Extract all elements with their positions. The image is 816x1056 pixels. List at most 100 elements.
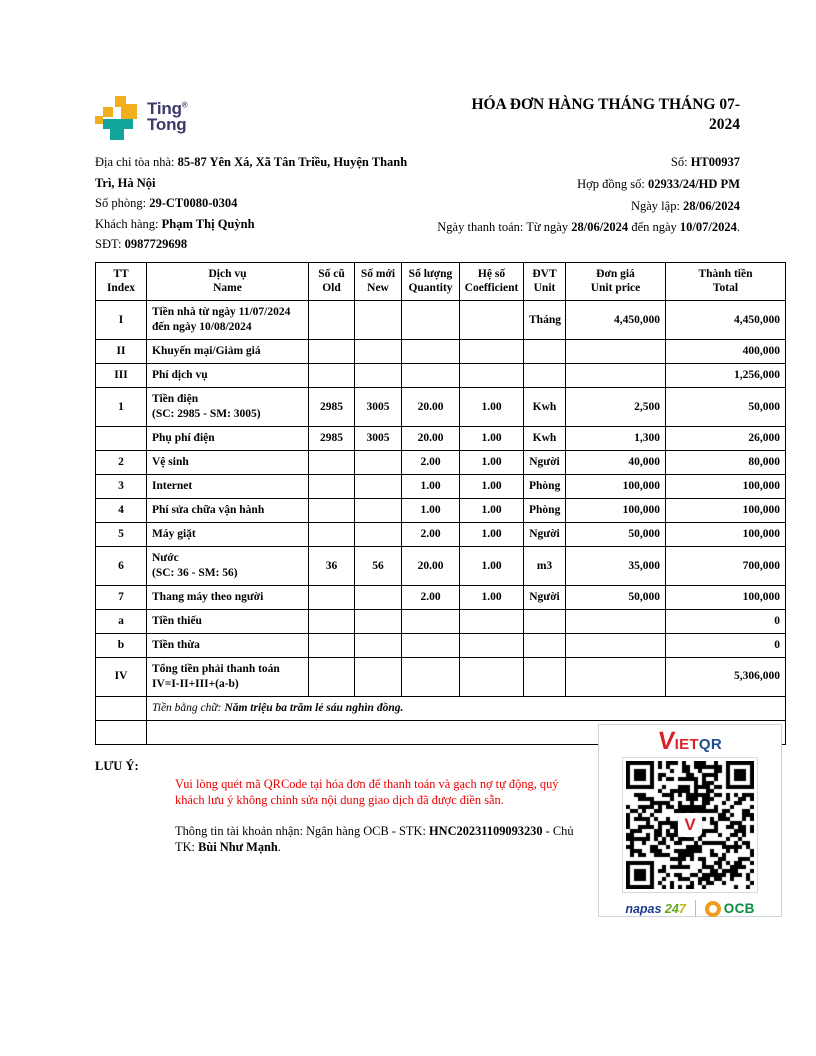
cell-name: Phụ phí điện: [146, 426, 309, 452]
cell-index: 2: [95, 450, 147, 476]
cell-quantity: [401, 609, 460, 634]
cell-coefficient: 1.00: [459, 498, 524, 524]
address-value: 85-87 Yên Xá, Xã Tân Triều, Huyện Thanh …: [95, 155, 408, 190]
cell-quantity: 1.00: [401, 498, 460, 524]
table-row: 6 Nước (SC: 36 - SM: 56) 36 56 20.00 1.00…: [95, 546, 786, 586]
qr-code: V: [622, 756, 758, 893]
payment-from: 28/06/2024: [571, 220, 629, 235]
cell-new: [354, 633, 402, 658]
table-row: Phụ phí điện 2985 3005 20.00 1.00 Kwh 1,…: [95, 426, 786, 452]
cell-coefficient: 1.00: [459, 426, 524, 452]
cell-total: 80,000: [665, 450, 786, 476]
cell-unit: Phòng: [523, 498, 566, 524]
cell-index: 3: [95, 474, 147, 500]
cell-name: Máy giặt: [146, 522, 309, 548]
cell-index: b: [95, 633, 147, 658]
payment-instructions: Vui lòng quét mã QRCode tại hóa đơn để t…: [175, 776, 587, 856]
qr-footer-logos: napas 247 OCB: [625, 900, 754, 918]
cell-unit-price: 100,000: [565, 498, 666, 524]
cell-unit-price: 40,000: [565, 450, 666, 476]
address-label: Địa chỉ tòa nhà:: [95, 155, 178, 169]
cell-coefficient: [459, 339, 524, 365]
vietqr-v-icon: V: [656, 726, 677, 755]
payment-to: 10/07/2024: [679, 220, 737, 235]
cell-quantity: [401, 300, 460, 341]
cell-unit-price: [565, 633, 666, 658]
payment-period-label: Ngày thanh toán: Từ ngày: [437, 220, 572, 235]
payment-mid: đến ngày: [628, 220, 680, 235]
cell-new: [354, 363, 402, 389]
cell-coefficient: [459, 300, 524, 341]
cell-unit: Kwh: [523, 387, 566, 428]
cell-coefficient: 1.00: [459, 387, 524, 428]
cell-old: [308, 585, 355, 610]
cell-name: Tiền thừa: [146, 633, 309, 658]
cell-new: 3005: [354, 387, 402, 428]
qr-center-v-icon: V: [678, 812, 702, 837]
notes-label: LƯU Ý:: [95, 758, 139, 773]
cell-new: [354, 339, 402, 365]
cell-total: 50,000: [665, 387, 786, 428]
cell-coefficient: 1.00: [459, 585, 524, 610]
cell-unit-price: [565, 363, 666, 389]
brand-line2: Tong: [147, 114, 187, 134]
col-coefficient: Hệ số Coefficient: [459, 261, 524, 302]
cell-quantity: 20.00: [401, 387, 460, 428]
table-row: b Tiền thừa 0: [95, 633, 786, 658]
col-total: Thành tiền Total: [665, 261, 786, 302]
col-new: Số mới New: [354, 261, 402, 302]
cell-unit: Người: [523, 522, 566, 548]
cell-new: [354, 609, 402, 634]
cell-unit-price: 50,000: [565, 522, 666, 548]
customer-label: Khách hàng:: [95, 216, 162, 231]
brand-line1: Ting: [147, 99, 182, 118]
cell-coefficient: [459, 633, 524, 658]
invoice-content: Ting® Tong HÓA ĐƠN HÀNG THÁNG THÁNG 07-2…: [95, 90, 786, 918]
phone-value: 0987729698: [124, 237, 188, 251]
col-unit: ĐVT Unit: [523, 261, 566, 302]
cell-name: Phí dịch vụ: [146, 363, 309, 389]
ocb-ring-icon: [704, 900, 721, 917]
col-name: Dịch vụ Name: [146, 261, 309, 302]
cell-total: 100,000: [665, 522, 786, 548]
cell-quantity: 2.00: [401, 450, 460, 476]
cell-old: 2985: [308, 387, 355, 428]
cell-empty: [95, 695, 147, 721]
cell-old: [308, 498, 355, 524]
cell-total: 0: [665, 609, 786, 634]
cell-total: 700,000: [665, 546, 786, 586]
cell-quantity: [401, 339, 460, 365]
table-row: 5 Máy giặt 2.00 1.00 Người 50,000 100,00…: [95, 522, 786, 548]
cell-coefficient: 1.00: [459, 522, 524, 548]
cell-unit: Kwh: [523, 426, 566, 452]
customer-value: Phạm Thị Quỳnh: [161, 216, 255, 231]
cell-unit-price: 4,450,000: [565, 300, 666, 341]
cell-unit: Người: [523, 585, 566, 610]
table-row: 7 Thang máy theo người 2.00 1.00 Người 5…: [95, 585, 786, 610]
cell-index: IV: [95, 657, 147, 697]
table-row: 4 Phí sửa chữa vận hành 1.00 1.00 Phòng …: [95, 498, 786, 524]
cell-new: [354, 657, 402, 697]
amount-in-words-row: Tiền bằng chữ: Năm triệu ba trăm lẻ sáu …: [95, 695, 786, 721]
cell-total: 26,000: [665, 426, 786, 452]
cell-name: Internet: [146, 474, 309, 500]
cell-index: I: [95, 300, 147, 341]
cell-coefficient: 1.00: [459, 474, 524, 500]
tingtong-logo: Ting® Tong: [95, 95, 188, 141]
cell-unit: [523, 363, 566, 389]
cell-old: [308, 633, 355, 658]
vietqr-logo: V IET QR: [656, 726, 723, 755]
vietqr-panel: V IET QR V napas 247 OCB: [598, 723, 782, 918]
invoice-number-value: HT00937: [690, 155, 740, 169]
cell-unit: Người: [523, 450, 566, 476]
cell-unit: [523, 339, 566, 365]
account-number: HNC20231109093230: [428, 823, 543, 838]
account-holder: Bùi Như Mạnh: [198, 840, 278, 854]
payment-qr-cell: Vui lòng quét mã QRCode tại hóa đơn để t…: [146, 719, 786, 918]
page-title: HÓA ĐƠN HÀNG THÁNG THÁNG 07-2024: [471, 96, 740, 134]
tingtong-logo-icon: [95, 95, 141, 141]
account-end: .: [277, 840, 281, 854]
account-mid: - Chủ TK:: [175, 823, 574, 854]
cell-index: III: [95, 363, 147, 389]
